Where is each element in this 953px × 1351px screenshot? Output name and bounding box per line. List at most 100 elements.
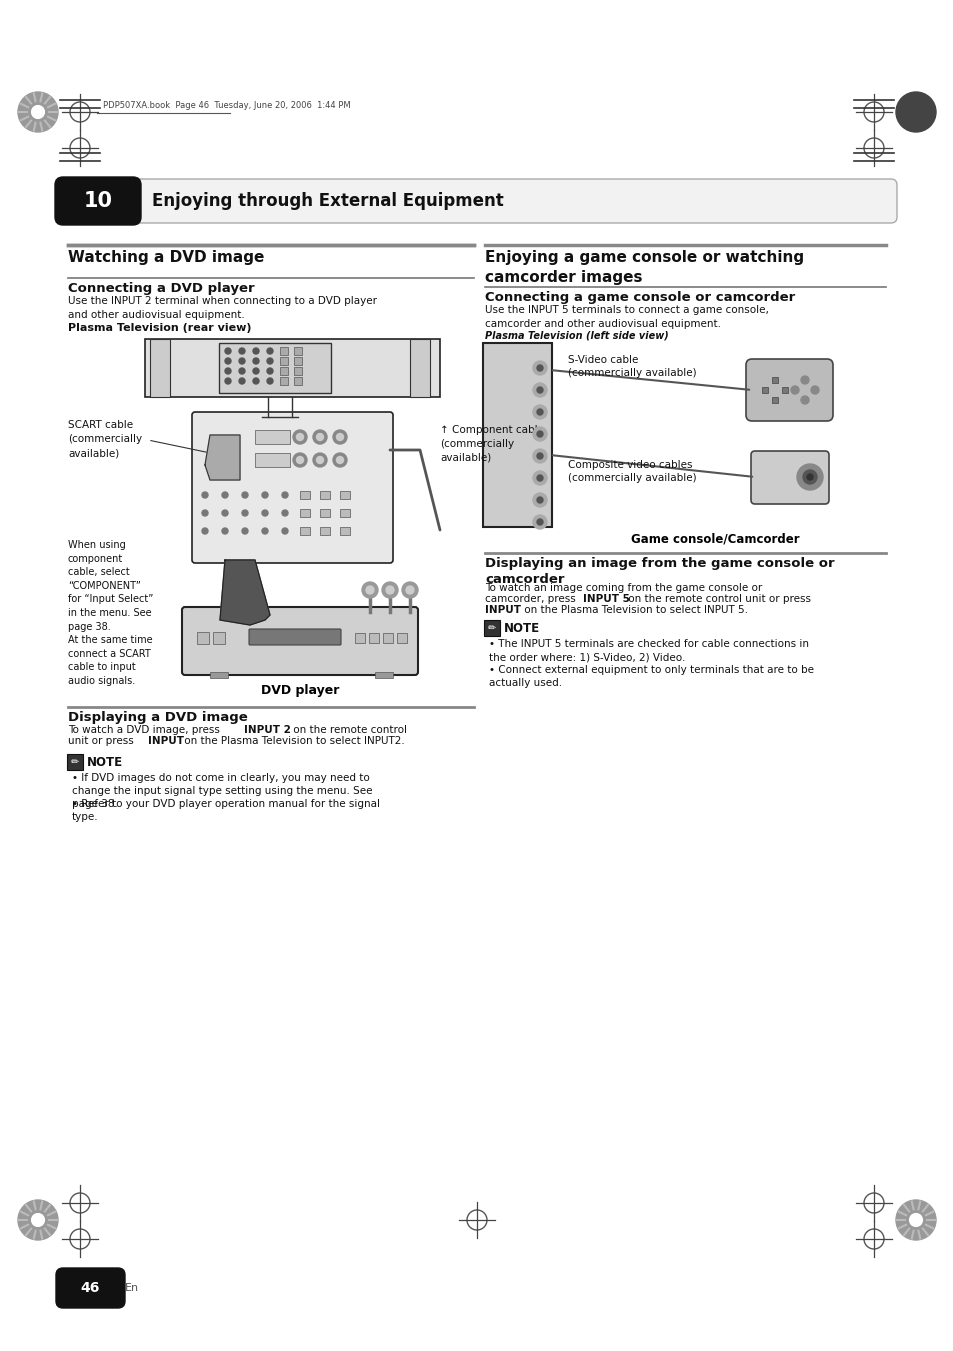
Text: Displaying a DVD image: Displaying a DVD image — [68, 711, 248, 724]
Circle shape — [533, 493, 546, 507]
FancyBboxPatch shape — [319, 509, 330, 517]
Circle shape — [537, 409, 542, 415]
Circle shape — [262, 528, 268, 534]
Circle shape — [296, 434, 303, 440]
Circle shape — [802, 470, 816, 484]
FancyBboxPatch shape — [213, 632, 225, 644]
Circle shape — [225, 367, 231, 374]
FancyBboxPatch shape — [771, 397, 778, 403]
Circle shape — [296, 457, 303, 463]
Circle shape — [267, 358, 273, 363]
Circle shape — [801, 396, 808, 404]
Circle shape — [202, 509, 208, 516]
FancyBboxPatch shape — [145, 339, 439, 397]
Text: To watch a DVD image, press: To watch a DVD image, press — [68, 725, 223, 735]
Circle shape — [239, 358, 245, 363]
Circle shape — [222, 492, 228, 499]
Circle shape — [313, 453, 327, 467]
Circle shape — [533, 405, 546, 419]
Text: To watch an image coming from the game console or: To watch an image coming from the game c… — [484, 584, 761, 593]
Text: PDP507XA.book  Page 46  Tuesday, June 20, 2006  1:44 PM: PDP507XA.book Page 46 Tuesday, June 20, … — [103, 101, 351, 109]
FancyBboxPatch shape — [280, 377, 288, 385]
FancyBboxPatch shape — [410, 339, 430, 397]
Text: on the remote control unit or press: on the remote control unit or press — [624, 594, 810, 604]
Text: Plasma Television (rear view): Plasma Television (rear view) — [68, 323, 252, 332]
Circle shape — [225, 349, 231, 354]
Circle shape — [267, 349, 273, 354]
FancyBboxPatch shape — [781, 386, 787, 393]
Circle shape — [333, 453, 347, 467]
FancyBboxPatch shape — [299, 527, 310, 535]
FancyBboxPatch shape — [319, 490, 330, 499]
Circle shape — [202, 492, 208, 499]
Text: camcorder, press: camcorder, press — [484, 594, 578, 604]
FancyBboxPatch shape — [280, 357, 288, 365]
FancyBboxPatch shape — [375, 671, 393, 678]
Circle shape — [796, 463, 822, 490]
Circle shape — [806, 474, 812, 480]
FancyBboxPatch shape — [294, 377, 302, 385]
Text: SCART cable
(commercially
available): SCART cable (commercially available) — [68, 420, 142, 458]
Circle shape — [262, 492, 268, 499]
Circle shape — [253, 358, 258, 363]
Circle shape — [533, 382, 546, 397]
Circle shape — [533, 449, 546, 463]
FancyBboxPatch shape — [67, 754, 83, 770]
Circle shape — [253, 349, 258, 354]
Circle shape — [908, 1213, 922, 1227]
Text: ✏: ✏ — [487, 623, 496, 634]
FancyBboxPatch shape — [339, 490, 350, 499]
FancyBboxPatch shape — [299, 509, 310, 517]
Circle shape — [406, 586, 414, 594]
Text: on the Plasma Television to select INPUT 5.: on the Plasma Television to select INPUT… — [520, 605, 747, 615]
FancyBboxPatch shape — [482, 343, 552, 527]
Circle shape — [225, 378, 231, 384]
FancyBboxPatch shape — [483, 620, 499, 636]
Circle shape — [282, 528, 288, 534]
Text: Use the INPUT 2 terminal when connecting to a DVD player
and other audiovisual e: Use the INPUT 2 terminal when connecting… — [68, 296, 376, 320]
Text: ↑ Component cable
(commercially
available): ↑ Component cable (commercially availabl… — [439, 426, 543, 463]
Circle shape — [537, 453, 542, 459]
Text: Composite video cables
(commercially available): Composite video cables (commercially ava… — [567, 459, 696, 484]
FancyBboxPatch shape — [210, 671, 228, 678]
Circle shape — [316, 434, 323, 440]
Circle shape — [801, 376, 808, 384]
Text: INPUT: INPUT — [484, 605, 520, 615]
FancyBboxPatch shape — [294, 347, 302, 355]
Text: • The INPUT 5 terminals are checked for cable connections in
the order where: 1): • The INPUT 5 terminals are checked for … — [489, 639, 808, 662]
Text: 10: 10 — [84, 190, 112, 211]
Text: INPUT 5: INPUT 5 — [582, 594, 629, 604]
FancyBboxPatch shape — [771, 377, 778, 382]
FancyBboxPatch shape — [761, 386, 767, 393]
Circle shape — [31, 105, 45, 119]
Text: En: En — [125, 1283, 139, 1293]
Circle shape — [222, 528, 228, 534]
Circle shape — [239, 367, 245, 374]
Text: Use the INPUT 5 terminals to connect a game console,
camcorder and other audiovi: Use the INPUT 5 terminals to connect a g… — [484, 305, 768, 328]
Text: ✏: ✏ — [71, 757, 79, 767]
FancyBboxPatch shape — [294, 357, 302, 365]
Circle shape — [533, 471, 546, 485]
Text: Watching a DVD image: Watching a DVD image — [68, 250, 264, 265]
FancyBboxPatch shape — [192, 412, 393, 563]
Text: Displaying an image from the game console or
camcorder: Displaying an image from the game consol… — [484, 557, 834, 586]
Circle shape — [313, 430, 327, 444]
Text: Plasma Television (left side view): Plasma Television (left side view) — [484, 331, 668, 340]
FancyBboxPatch shape — [355, 634, 365, 643]
Text: DVD player: DVD player — [260, 684, 339, 697]
Circle shape — [401, 582, 417, 598]
FancyBboxPatch shape — [219, 343, 331, 393]
Circle shape — [267, 378, 273, 384]
Circle shape — [537, 497, 542, 503]
Text: INPUT 2: INPUT 2 — [244, 725, 291, 735]
FancyBboxPatch shape — [55, 177, 141, 226]
Circle shape — [537, 365, 542, 372]
Text: When using
component
cable, select
“COMPONENT”
for “Input Select”
in the menu. S: When using component cable, select “COMP… — [68, 540, 153, 686]
Circle shape — [386, 586, 394, 594]
FancyBboxPatch shape — [299, 490, 310, 499]
Polygon shape — [220, 561, 270, 626]
Circle shape — [336, 434, 343, 440]
Polygon shape — [205, 435, 240, 480]
Text: unit or press: unit or press — [68, 736, 137, 746]
Circle shape — [262, 509, 268, 516]
